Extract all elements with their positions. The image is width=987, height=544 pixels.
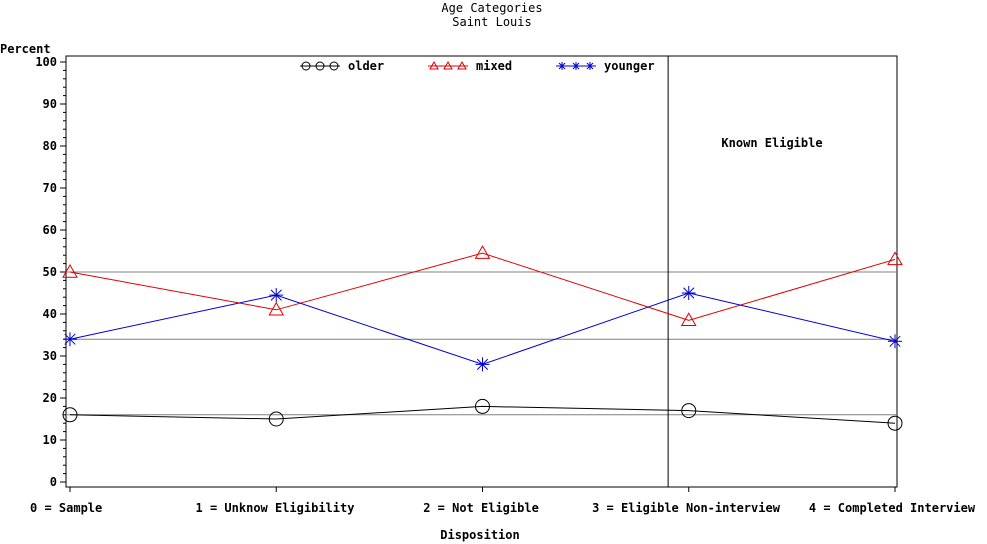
legend-marker <box>301 61 311 71</box>
legend-item-younger: younger <box>556 59 655 73</box>
marker-stroke <box>683 287 695 299</box>
y-tick-label: 60 <box>43 223 57 237</box>
x-tick-label: 0 = Sample <box>30 501 102 515</box>
y-tick-label: 10 <box>43 433 57 447</box>
chart-subtitle: Saint Louis <box>452 15 531 29</box>
legend: older mixed younger <box>300 59 655 73</box>
marker-stroke <box>889 335 901 347</box>
y-axis-label: Percent <box>0 42 51 56</box>
data-point-mixed <box>62 263 78 278</box>
data-point-older <box>62 407 78 423</box>
y-tick-label: 70 <box>43 181 57 195</box>
y-tick-label: 40 <box>43 307 57 321</box>
marker-stroke <box>476 358 489 371</box>
x-axis: 0 = Sample 1 = Unknow Eligibility 2 = Not … <box>30 487 976 515</box>
data-point-older <box>268 411 284 427</box>
y-tick-label: 20 <box>43 391 57 405</box>
x-tick-label: 4 = Completed Interview <box>809 501 976 515</box>
legend-label: older <box>348 59 384 73</box>
data-point-older <box>475 398 490 414</box>
annotation-known-eligible: Known Eligible <box>721 136 822 150</box>
data-point-younger <box>63 332 77 347</box>
x-tick-label: 2 = Not Eligible <box>423 501 539 515</box>
data-point-mixed <box>887 251 903 266</box>
data-point-younger <box>681 286 696 300</box>
y-tick-label: 30 <box>43 349 57 363</box>
legend-label: mixed <box>476 59 512 73</box>
series-markers <box>62 245 903 431</box>
legend-marker <box>443 60 453 70</box>
series-lines <box>69 252 896 424</box>
data-point-younger <box>475 357 490 372</box>
data-point-younger <box>888 334 902 349</box>
legend-marker <box>572 62 580 70</box>
data-point-older <box>681 403 697 419</box>
legend-marker <box>329 61 339 71</box>
y-tick-label: 0 <box>50 475 57 489</box>
x-tick-label: 1 = Unknow Eligibility <box>196 501 355 515</box>
legend-marker <box>586 62 594 70</box>
data-point-older <box>887 415 903 431</box>
chart-title: Age Categories <box>441 1 542 15</box>
legend-item-mixed: mixed <box>428 59 512 73</box>
legend-label: younger <box>604 59 655 73</box>
data-point-mixed <box>474 245 491 259</box>
data-point-mixed <box>268 301 285 316</box>
legend-item-older: older <box>300 59 384 73</box>
y-axis: 0 10 20 30 40 50 60 70 80 90 100 <box>35 55 66 489</box>
x-axis-label: Disposition <box>440 528 519 542</box>
y-tick-label: 50 <box>43 265 57 279</box>
y-tick-label: 80 <box>43 139 57 153</box>
legend-marker <box>429 60 439 70</box>
legend-marker <box>315 61 325 71</box>
marker-stroke <box>270 289 282 301</box>
data-point-mixed <box>680 312 697 327</box>
legend-marker <box>558 62 566 70</box>
x-tick-label: 3 = Eligible Non-interview <box>592 501 781 515</box>
y-tick-label: 100 <box>35 55 57 69</box>
marker-stroke <box>64 333 76 345</box>
series-line-older <box>69 405 896 424</box>
series-line-mixed <box>69 252 896 321</box>
marker-stroke <box>572 62 580 70</box>
series-line-younger <box>69 292 896 365</box>
marker-stroke <box>558 62 566 70</box>
data-point-younger <box>269 288 284 303</box>
marker-stroke <box>586 62 594 70</box>
reference-lines <box>66 271 897 416</box>
y-tick-label: 90 <box>43 97 57 111</box>
legend-marker <box>457 60 467 70</box>
